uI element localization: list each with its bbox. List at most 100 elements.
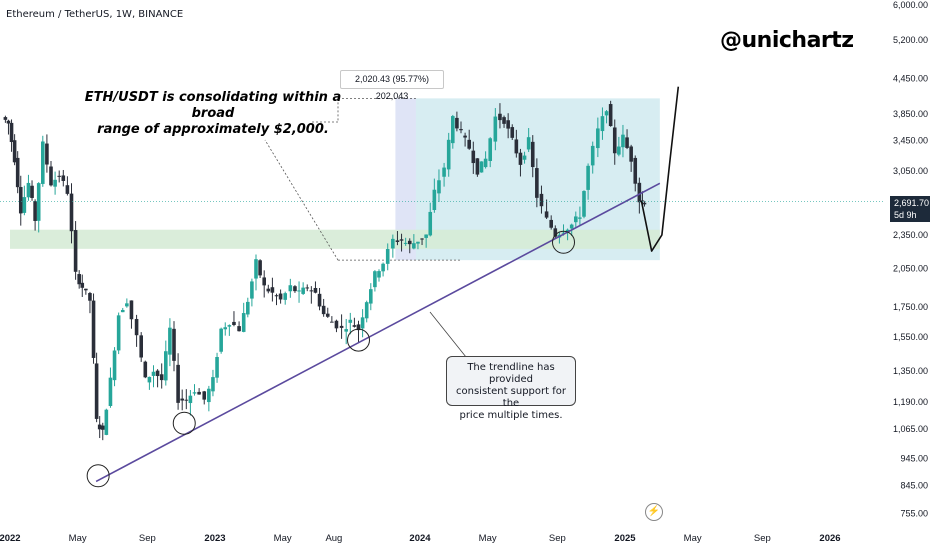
note-arrow-line-2	[264, 139, 339, 261]
candle-body	[88, 293, 92, 301]
candle-body	[151, 371, 156, 376]
candle-body	[184, 399, 189, 401]
callout-line2: consistent support for the	[456, 386, 566, 409]
x-tick-label: Sep	[754, 533, 771, 544]
y-tick-label: 1,550.00	[893, 332, 928, 342]
candle-body	[176, 364, 180, 403]
candle-body	[334, 320, 339, 329]
candle-body	[305, 287, 310, 289]
candle-body	[309, 290, 314, 292]
y-tick-label: 845.00	[900, 481, 928, 491]
candle-body	[192, 392, 197, 394]
candle-body	[180, 398, 184, 401]
x-tick-label: May	[684, 533, 702, 544]
candle-body	[369, 289, 373, 304]
candle-body	[125, 303, 129, 307]
x-tick-label: 2024	[409, 533, 431, 544]
candle-body	[330, 321, 334, 323]
x-tick-label: 2025	[614, 533, 636, 544]
y-tick-label: 3,850.00	[893, 109, 928, 119]
x-tick-label: Sep	[549, 533, 566, 544]
candle-body	[33, 201, 37, 221]
candle-body	[237, 326, 241, 332]
candle-body	[640, 200, 645, 202]
candle-body	[116, 315, 121, 351]
candle-body	[94, 363, 99, 419]
candle-body	[325, 313, 330, 317]
candle-body	[211, 377, 215, 392]
projection-curve	[640, 86, 680, 252]
swing-low-circle	[86, 464, 110, 488]
candle-body	[553, 228, 558, 237]
x-tick-label: May	[274, 533, 292, 544]
candle-body	[526, 137, 531, 150]
candle-body	[297, 290, 301, 292]
candle-body	[321, 305, 326, 315]
callout-line3: price multiple times.	[459, 410, 563, 421]
candle-body	[258, 260, 262, 276]
candle-body	[30, 185, 34, 198]
candle-body	[12, 140, 17, 163]
candle-body	[313, 287, 318, 293]
candle-body	[451, 116, 455, 144]
measure-tooltip: 2,020.43 (95.77%) 202,043	[340, 70, 444, 101]
candle-body	[522, 155, 527, 160]
y-tick-label: 4,450.00	[893, 73, 928, 83]
candle-body	[73, 230, 78, 272]
y-tick-label: 2,350.00	[893, 230, 928, 240]
candle-body	[241, 313, 246, 332]
candle-body	[18, 187, 23, 214]
candle-body	[164, 351, 168, 381]
candle-body	[112, 350, 117, 381]
candle-body	[97, 424, 102, 430]
candle-body	[246, 301, 250, 315]
y-tick-label: 755.00	[900, 508, 928, 518]
candle-body	[36, 183, 41, 221]
candle-body	[301, 287, 305, 294]
candle-body	[574, 216, 578, 223]
last-price-tag: 2,691.70 5d 9h	[890, 196, 930, 222]
y-tick-label: 1,065.00	[893, 424, 928, 434]
candle-body	[432, 189, 437, 210]
candle-body	[514, 139, 519, 154]
swing-low-circle	[347, 328, 370, 352]
candle-body	[569, 224, 574, 229]
symbol-title[interactable]: Ethereum / TetherUS, 1W, BINANCE	[6, 9, 184, 20]
candle-body	[530, 141, 535, 168]
swing-low-circle	[172, 411, 196, 435]
last-price-countdown: 5d 9h	[894, 210, 917, 220]
candle-body	[227, 325, 232, 327]
candle-body	[403, 242, 408, 244]
candle-body	[637, 182, 642, 203]
candle-body	[412, 243, 416, 249]
candle-body	[266, 288, 271, 292]
candle-body	[356, 324, 361, 331]
candle-body	[424, 234, 428, 238]
y-tick-label: 6,000.00	[893, 0, 928, 10]
candles-group	[3, 100, 647, 441]
candle-body	[377, 271, 381, 278]
x-tick-label: May	[479, 533, 497, 544]
candle-body	[207, 388, 211, 403]
candle-body	[586, 165, 590, 190]
candle-body	[621, 134, 625, 148]
candle-body	[549, 219, 553, 228]
candle-body	[479, 161, 484, 173]
candle-body	[80, 282, 85, 288]
candle-body	[139, 335, 143, 358]
candle-body	[360, 317, 365, 329]
candle-body	[288, 285, 293, 292]
candle-body	[155, 370, 160, 377]
candle-body	[147, 376, 152, 383]
candle-body	[493, 116, 498, 142]
y-tick-label: 3,050.00	[893, 166, 928, 176]
candle-body	[9, 122, 14, 143]
candle-body	[498, 113, 502, 121]
y-tick-label: 5,200.00	[893, 35, 928, 45]
lightning-icon[interactable]: ⚡	[645, 503, 663, 521]
candle-body	[188, 395, 193, 404]
candle-body	[385, 248, 390, 264]
candle-body	[510, 127, 515, 138]
